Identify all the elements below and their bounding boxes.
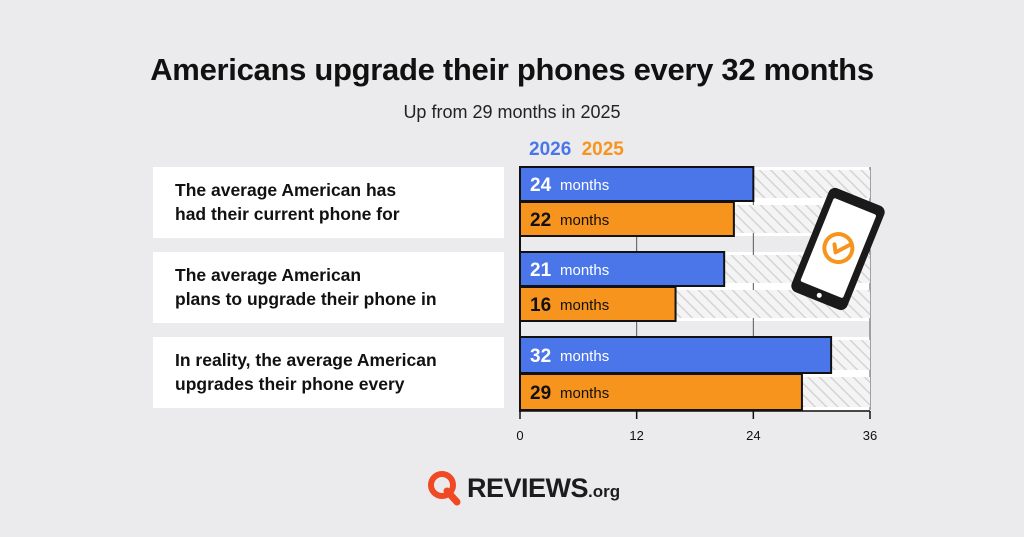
bar-value-label: 32 [530, 346, 551, 367]
row-label-plans-upgrade: The average American plans to upgrade th… [153, 252, 504, 323]
chart-subtitle: Up from 29 months in 2025 [403, 102, 621, 122]
bar-2026-row-1 [519, 166, 755, 202]
bar-unit-label: months [560, 385, 609, 402]
bar-remainder [753, 170, 870, 198]
x-tick-label: 24 [746, 428, 760, 443]
q-magnifier-icon [428, 471, 461, 506]
row-label-line: The average American [175, 264, 362, 285]
bar-value-label: 21 [530, 260, 552, 281]
bar-2026-row-2 [519, 251, 726, 287]
bar-value-label: 22 [530, 210, 551, 231]
row-label-line: In reality, the average American [175, 349, 437, 370]
row-label-line: The average American has [175, 179, 397, 200]
row-label-line: upgrades their phone every [175, 373, 405, 394]
bar-2026-row-3 [519, 336, 833, 374]
brand-logo[interactable]: REVIEWS.org [427, 470, 620, 506]
row-label-reality-upgrade: In reality, the average American upgrade… [153, 337, 504, 408]
phone-clock-icon [791, 187, 885, 311]
bar-value-label: 24 [530, 175, 552, 196]
bar-value-label: 16 [530, 295, 551, 316]
bar-remainder [801, 377, 870, 407]
bar-2025-row-1 [519, 201, 735, 237]
bar-unit-label: months [560, 177, 609, 194]
x-tick-label: 36 [863, 428, 877, 443]
brand-name: REVIEWS.org [467, 473, 620, 504]
chart-title: Americans upgrade their phones every 32 … [150, 52, 874, 87]
bar-unit-label: months [560, 348, 609, 365]
bar-unit-label: months [560, 297, 609, 314]
bar-value-label: 29 [530, 383, 551, 404]
bar-unit-label: months [560, 262, 609, 279]
brand-name-suffix: .org [588, 481, 621, 501]
row-label-line: plans to upgrade their phone in [175, 288, 437, 309]
x-tick-label: 12 [629, 428, 643, 443]
brand-name-main: REVIEWS [467, 472, 589, 503]
x-tick-label: 0 [516, 428, 523, 443]
bar-unit-label: months [560, 212, 609, 229]
row-label-line: had their current phone for [175, 203, 400, 224]
bar-remainder [831, 340, 870, 370]
row-label-current-phone: The average American has had their curre… [153, 167, 504, 238]
legend-2025: 2025 [581, 139, 624, 160]
legend-2026: 2026 [529, 139, 572, 160]
legend: 2026 2025 [529, 139, 629, 161]
